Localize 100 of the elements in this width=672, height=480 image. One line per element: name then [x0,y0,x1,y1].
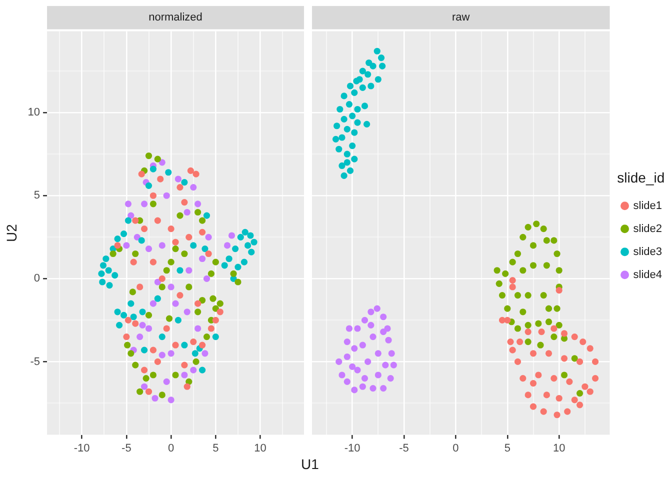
legend-label: slide1 [633,200,662,212]
point [166,315,173,322]
point [139,322,146,328]
point [359,68,366,74]
point [560,330,568,337]
point [158,242,166,249]
point [198,255,206,262]
point [344,126,350,132]
point [514,358,522,366]
point [509,284,516,290]
point [545,305,552,312]
point [359,383,366,390]
point [139,308,146,316]
point [198,366,206,374]
point [124,342,131,348]
point [346,325,353,332]
point [351,89,358,96]
point [158,334,166,340]
point [212,334,219,340]
point [344,353,350,360]
point [556,322,562,328]
point [234,264,242,270]
point [524,322,532,328]
point [181,179,188,186]
point [530,380,537,387]
point [198,342,206,348]
point [354,366,361,374]
point [174,316,182,324]
point [374,372,382,378]
point [502,270,509,277]
point [194,200,202,208]
point [154,358,161,366]
point [368,82,374,90]
point [380,384,387,392]
point [190,338,197,346]
point [586,345,594,352]
point [545,318,552,326]
point [336,358,342,366]
point [338,134,346,141]
point [338,372,346,378]
chart-title: normalized [148,12,202,24]
point [105,267,112,274]
legend-label: slide3 [633,246,662,258]
point [212,316,219,324]
point [592,358,599,366]
point [184,308,190,316]
point [250,238,258,246]
point [110,250,116,258]
point [556,394,562,402]
point [198,228,206,236]
point [100,262,107,269]
point [520,308,526,316]
point [509,258,516,266]
point [576,358,584,366]
point [349,112,356,120]
point [132,362,139,368]
point [374,305,380,312]
x-axis-title: U1 [300,456,320,472]
point [520,234,526,240]
point [120,312,128,319]
point [576,402,584,408]
point [530,403,537,410]
point [150,372,157,378]
point [336,106,344,113]
point [192,350,198,357]
point [248,248,255,256]
y-tick-label: 10 [28,106,40,119]
point [168,396,174,404]
point [124,217,132,224]
point [582,383,588,390]
point [114,236,121,242]
point [198,296,206,304]
point [366,59,372,66]
point [152,394,158,402]
point [181,362,188,368]
point [212,305,219,312]
point [145,152,152,160]
point [361,102,368,110]
point [509,277,516,284]
point [210,295,216,302]
point [176,292,184,299]
point [498,292,506,299]
point [550,375,558,382]
point [190,366,197,374]
point [150,166,157,172]
point [136,284,144,290]
point [150,346,157,354]
point [234,278,242,286]
point [334,122,340,130]
point [504,305,511,312]
point [145,312,152,319]
point [116,322,123,328]
y-tick-label: 0 [34,272,40,285]
point [571,355,578,362]
point [556,267,562,274]
y-tick-label: -5 [30,356,40,368]
point [202,350,208,357]
point [203,275,210,282]
x-tick-label: 0 [452,442,459,454]
point [368,308,374,316]
